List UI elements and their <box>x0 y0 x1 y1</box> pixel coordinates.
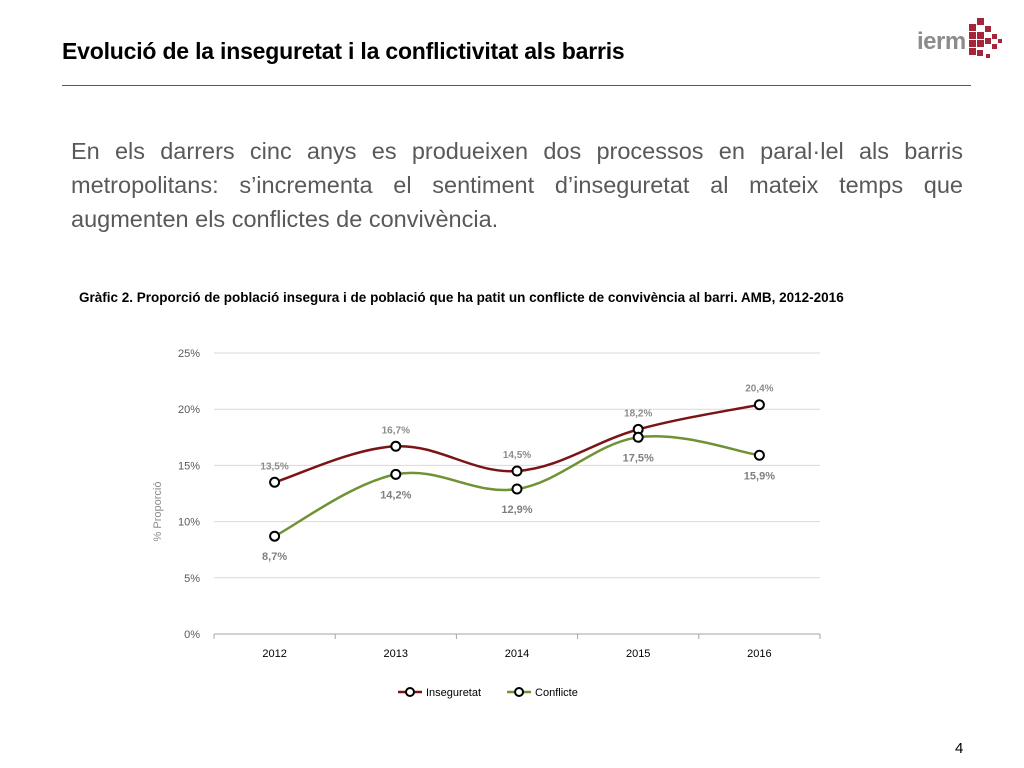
data-point-conflicte <box>511 483 523 495</box>
data-label-inseguretat: 20,4% <box>745 384 773 395</box>
iermb-logo: ierm <box>913 14 1003 60</box>
data-point-conflicte <box>269 530 281 542</box>
y-tick-label: 5% <box>184 573 200 585</box>
x-tick-label: 2016 <box>747 648 771 660</box>
logo-mark-icon <box>969 18 1002 58</box>
logo-wordmark: ierm <box>917 28 966 55</box>
chart-caption: Gràfic 2. Proporció de població insegura… <box>79 290 844 305</box>
x-tick-label: 2013 <box>384 648 408 660</box>
page-title: Evolució de la inseguretat i la conflict… <box>62 38 625 64</box>
data-point-inseguretat <box>269 476 281 488</box>
data-label-conflicte: 14,2% <box>380 489 411 501</box>
y-tick-label: 20% <box>178 404 200 416</box>
title-divider <box>62 85 971 86</box>
page-number: 4 <box>955 740 964 757</box>
data-label-conflicte: 12,9% <box>501 504 532 516</box>
data-point-inseguretat <box>753 399 765 411</box>
x-tick-label: 2015 <box>626 648 650 660</box>
x-tick-label: 2012 <box>262 648 286 660</box>
data-point-conflicte <box>632 431 644 443</box>
y-axis-title: % Proporció <box>152 482 164 542</box>
data-label-inseguretat: 13,5% <box>260 461 288 472</box>
legend-label-conflicte: Conflicte <box>535 687 578 699</box>
y-tick-label: 25% <box>178 348 200 360</box>
legend-marker-conflicte <box>514 687 525 697</box>
data-label-conflicte: 17,5% <box>623 452 654 464</box>
intro-paragraph: En els darrers cinc anys es produeixen d… <box>71 138 963 232</box>
data-point-inseguretat <box>511 465 523 477</box>
data-point-inseguretat <box>390 440 402 452</box>
data-label-conflicte: 8,7% <box>262 551 287 563</box>
data-label-inseguretat: 18,2% <box>624 408 652 419</box>
legend-label-inseguretat: Inseguretat <box>426 687 481 699</box>
data-label-inseguretat: 14,5% <box>503 450 531 461</box>
data-label-conflicte: 15,9% <box>744 470 775 482</box>
y-tick-label: 10% <box>178 517 200 529</box>
legend-marker-inseguretat <box>405 687 415 697</box>
data-point-conflicte <box>390 468 402 480</box>
x-tick-label: 2014 <box>505 648 529 660</box>
y-tick-label: 15% <box>178 460 200 472</box>
data-point-conflicte <box>753 449 765 461</box>
y-tick-label: 0% <box>184 629 200 641</box>
data-label-inseguretat: 16,7% <box>382 425 410 436</box>
line-chart: 0% 5% 10% 15% 20% 25% 2012 2013 2014 2015 2016 % Pr… <box>152 348 821 699</box>
